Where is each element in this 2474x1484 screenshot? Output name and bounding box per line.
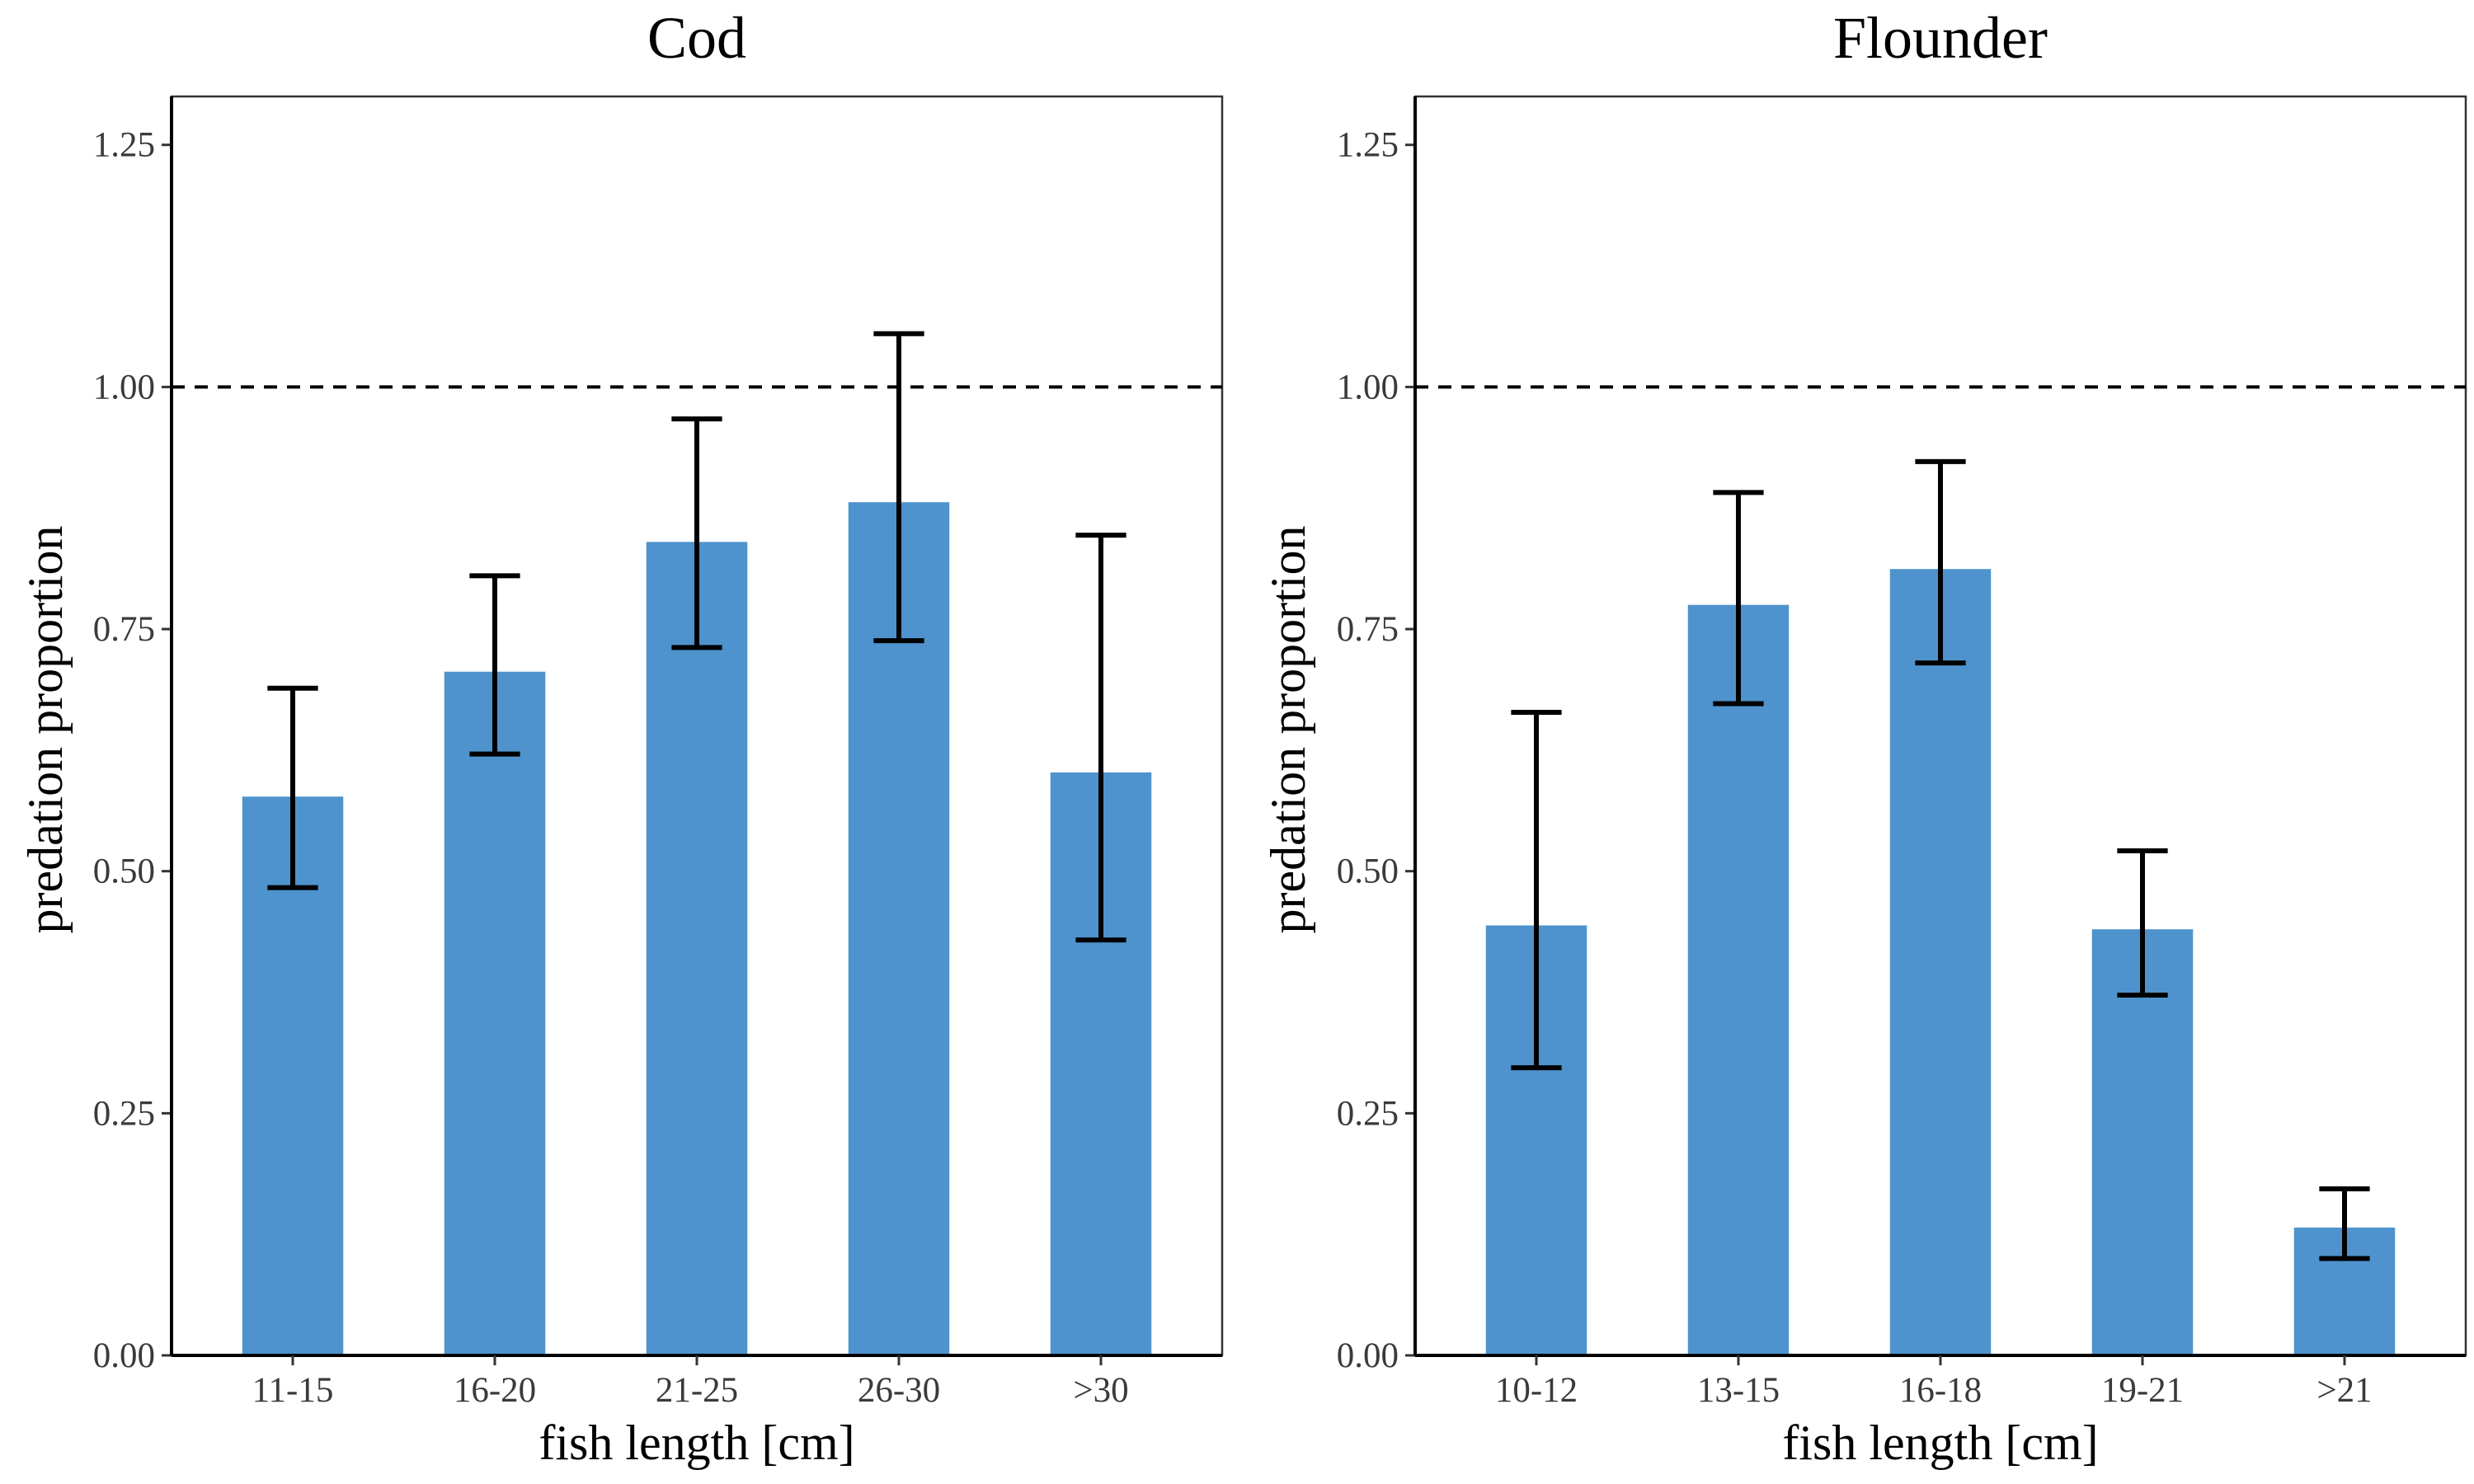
flounder-bar-3 <box>2091 929 2194 1355</box>
flounder-plot-area: 0.00 0.25 0.50 0.75 1.00 1.25 10-12 13-15 16-18 1… <box>1337 95 2467 1410</box>
cod-plot-area: 0.00 0.25 0.50 0.75 1.00 1.25 11-15 16-20 21-25 2… <box>93 95 1224 1410</box>
cod-error-bar-0 <box>267 685 318 890</box>
cod-y-tick-label-5: 1.25 <box>93 126 155 165</box>
flounder-error-bar-2 <box>1915 458 1966 666</box>
cod-x-tick-label-4: >30 <box>1073 1371 1128 1410</box>
cod-x-tick-label-3: 26-30 <box>858 1371 940 1410</box>
cod-bar-3 <box>848 502 950 1355</box>
cod-error-bar-2 <box>671 416 722 650</box>
cod-x-tick-label-1: 16-20 <box>454 1371 536 1410</box>
cod-error-bar-4 <box>1075 533 1126 943</box>
flounder-x-tick-label-2: 16-18 <box>1899 1371 1982 1410</box>
flounder-error-bar-3 <box>2117 848 2168 998</box>
flounder-bar-1 <box>1687 604 1790 1355</box>
flounder-y-axis-label: predation proportion <box>1261 526 1315 934</box>
flounder-panel-title: Flounder <box>1833 5 2048 71</box>
flounder-x-axis-label: fish length [cm] <box>1782 1416 2098 1470</box>
flounder-panel: Flounder predation proportion fish lengt… <box>1261 5 2467 1470</box>
flounder-error-bar-4 <box>2319 1186 2370 1261</box>
cod-x-tick-label-0: 11-15 <box>252 1371 334 1410</box>
cod-panel-title: Cod <box>647 5 746 71</box>
cod-y-tick-label-0: 0.00 <box>93 1336 155 1375</box>
flounder-error-bar-0 <box>1511 710 1562 1071</box>
cod-y-tick-label-1: 0.25 <box>93 1094 155 1133</box>
flounder-x-tick-label-4: >21 <box>2316 1371 2372 1410</box>
flounder-y-tick-label-4: 1.00 <box>1337 368 1399 406</box>
cod-error-bar-3 <box>873 331 924 644</box>
flounder-x-tick-label-1: 13-15 <box>1697 1371 1780 1410</box>
cod-y-tick-label-3: 0.75 <box>93 610 155 649</box>
cod-y-tick-label-4: 1.00 <box>93 368 155 406</box>
cod-bar-1 <box>444 671 546 1355</box>
cod-panel: Cod predation proportion fish length [cm… <box>18 5 1224 1470</box>
flounder-x-tick-label-0: 10-12 <box>1495 1371 1578 1410</box>
cod-error-bar-1 <box>469 573 520 757</box>
cod-y-tick-label-2: 0.50 <box>93 852 155 891</box>
flounder-error-bar-1 <box>1713 490 1764 707</box>
flounder-bar-2 <box>1889 569 1992 1355</box>
flounder-y-tick-label-2: 0.50 <box>1337 852 1399 891</box>
flounder-y-tick-label-3: 0.75 <box>1337 610 1399 649</box>
cod-bar-2 <box>646 542 748 1355</box>
flounder-y-tick-label-5: 1.25 <box>1337 126 1399 165</box>
flounder-y-tick-label-0: 0.00 <box>1337 1336 1399 1375</box>
flounder-x-tick-label-3: 19-21 <box>2101 1371 2184 1410</box>
flounder-y-tick-label-1: 0.25 <box>1337 1094 1399 1133</box>
cod-x-tick-label-2: 21-25 <box>656 1371 738 1410</box>
cod-x-axis-label: fish length [cm] <box>539 1416 854 1470</box>
cod-y-axis-label: predation proportion <box>18 526 73 934</box>
